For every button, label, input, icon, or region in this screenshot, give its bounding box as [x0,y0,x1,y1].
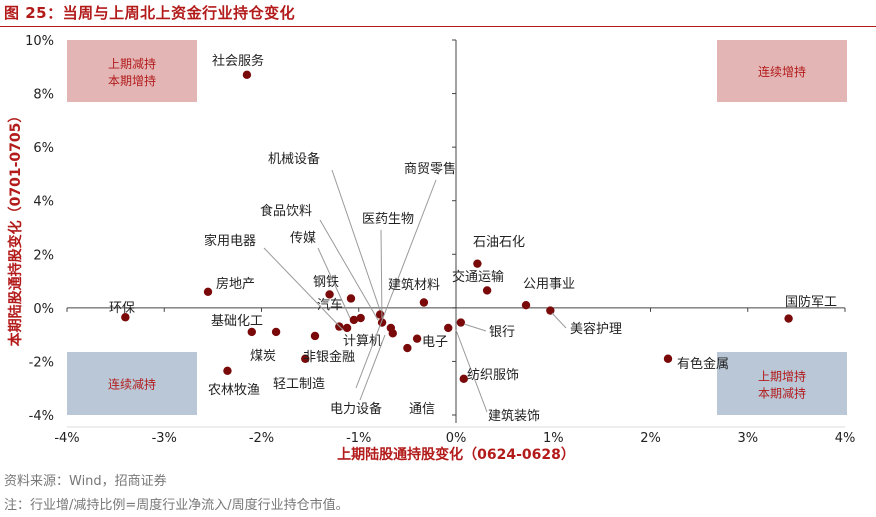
y-tick-label: 2% [33,248,54,263]
y-tick-label: 8% [33,88,54,103]
point-建筑材料 [419,298,429,307]
quadrant-box [717,352,847,415]
point-label: 通信 [409,402,435,417]
point-电子 [412,334,422,343]
y-tick-label: 4% [33,195,54,210]
point-石油石化 [473,259,482,268]
point-label: 电力设备 [330,401,382,417]
quadrant-label: 本期减持 [758,386,806,401]
quadrant-box [67,40,197,102]
point-煤炭 [271,327,281,337]
point-label: 食品饮料 [260,203,312,219]
y-tick-label: 6% [33,141,54,156]
quadrant-label: 本期增持 [108,73,156,88]
leader-line [463,323,487,332]
point-label: 基础化工 [211,314,263,329]
leader-line [319,219,379,321]
leader-line [355,179,437,389]
point-label: 有色金属 [677,356,729,372]
quadrant-label: 上期减持 [108,56,156,71]
point-label: 石油石化 [473,235,525,250]
point-农林牧渔 [223,366,232,376]
point-轻工制造 [301,354,310,363]
note-text: 注：行业增/减持比例=周度行业净流入/周度行业持仓市值。 [4,498,349,513]
point-家用电器 [342,323,352,333]
source-text: 资料来源：Wind，招商证券 [4,474,167,489]
point-label: 银行 [489,325,515,340]
point-label: 建筑装饰 [488,408,540,424]
point-纺织服饰 [459,374,468,384]
quadrant-box [717,40,847,102]
y-tick-label: 10% [25,34,54,49]
point-label: 非银金融 [303,349,355,365]
point-label: 公用事业 [523,277,575,292]
point-社会服务 [242,70,252,80]
point-label: 汽车 [317,297,343,313]
point-钢铁 [325,290,334,299]
point-label: 煤炭 [250,349,276,364]
x-tick-label: -2% [249,431,274,446]
point-传媒 [346,294,356,303]
x-tick-label: 1% [543,431,564,446]
point-label: 房地产 [216,276,255,292]
x-tick-label: -4% [54,431,79,446]
point-label: 国防军工 [785,294,837,310]
leader-line [317,247,351,319]
point-机械设备 [356,313,365,323]
title-divider [0,26,876,27]
x-tick-label: 0% [446,431,467,446]
point-房地产 [203,287,213,296]
x-tick-label: 4% [835,431,856,446]
quadrant-box [67,352,197,415]
leader-line [455,329,488,413]
x-tick-label: 2% [640,431,661,446]
leader-line [380,229,383,323]
figure-title: 图 25：当周与上周北上资金行业持仓变化 [4,4,296,22]
quadrant-label: 连续增持 [758,64,806,79]
point-label: 美容护理 [570,321,622,337]
quadrant-label: 上期增持 [758,369,806,384]
point-label: 电子 [422,335,448,350]
point-通信 [403,343,412,353]
point-美容护理 [546,306,555,315]
leader-line [263,247,344,331]
leader-line [331,169,383,317]
point-label: 纺织服饰 [467,368,519,383]
point-label: 农林牧渔 [208,383,260,398]
point-label: 医药生物 [362,212,414,227]
point-基础化工 [247,327,256,337]
point-label: 机械设备 [268,151,320,167]
x-axis-title: 上期陆股通持股变化（0624-0628） [337,446,575,463]
point-银行 [456,318,466,327]
point-label: 轻工制造 [273,377,325,392]
point-非银金融 [310,331,320,341]
point-电力设备 [388,329,397,338]
x-tick-label: -1% [346,431,371,446]
point-label: 交通运输 [452,269,504,285]
point-交通运输 [482,286,492,295]
x-tick-label: 3% [737,431,758,446]
leader-line [551,312,567,329]
point-label: 家用电器 [204,233,256,249]
leader-line [359,334,386,401]
point-label: 传媒 [290,231,316,246]
point-label: 商贸零售 [404,161,456,177]
point-label: 社会服务 [212,53,264,69]
x-tick-label: -3% [152,431,177,446]
point-国防军工 [784,314,793,323]
y-tick-label: -2% [29,355,54,370]
y-tick-label: -4% [29,409,54,424]
point-建筑装饰 [444,323,453,333]
y-tick-label: 0% [33,302,54,317]
point-label: 环保 [109,301,135,316]
point-食品饮料 [349,315,359,325]
quadrant-label: 连续减持 [108,377,156,392]
point-label: 建筑材料 [388,277,440,293]
point-有色金属 [663,354,673,363]
point-公用事业 [521,300,531,310]
point-环保 [121,313,130,322]
point-label: 钢铁 [313,275,339,290]
y-axis-title: 本期陆股通持股变化（0701-0705） [7,109,24,347]
